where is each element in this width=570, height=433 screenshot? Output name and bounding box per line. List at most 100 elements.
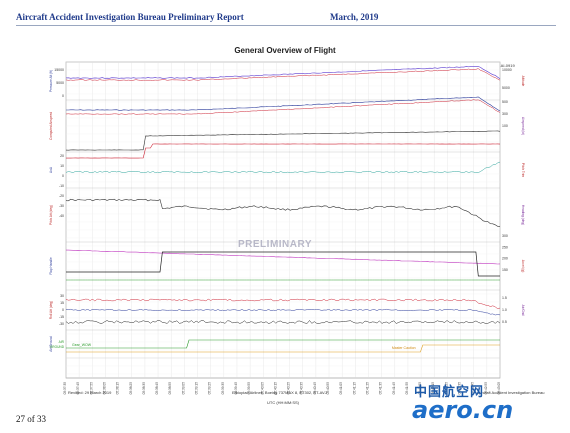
- left-tick-roll: 15: [60, 301, 64, 305]
- left-tick-pitch: 10: [60, 164, 64, 168]
- time-tick-label: 05:37:45: [76, 382, 80, 395]
- time-tick-label: 05:40:45: [313, 382, 317, 395]
- time-tick-label: 05:39:15: [195, 382, 199, 395]
- flight-data-plot: 05:37:35 05:37:45 05:37:55 05:38:05 05:38:15…: [49, 61, 525, 405]
- time-tick-label: 05:39:35: [221, 382, 225, 395]
- time-tick-label: 05:38:15: [116, 382, 120, 395]
- right-panel-label: Air/Gnd: [521, 305, 525, 316]
- annotation-air: AIR: [59, 340, 65, 344]
- x-axis-label: UTC (HH:MM:SS): [267, 400, 300, 405]
- trace-airspeed-1: [66, 96, 501, 112]
- right-tick-accel: 1.5: [502, 296, 507, 300]
- left-tick-roll: 30: [60, 294, 64, 298]
- left-tick-pitch: 20: [60, 154, 64, 158]
- annotation-master-caution: Master Caution: [392, 346, 416, 350]
- time-tick-label: 05:38:55: [168, 382, 172, 395]
- time-tick-label: 05:39:55: [247, 382, 251, 395]
- left-panel-label: Computed Airspeed: [49, 112, 53, 140]
- time-tick-label: 05:38:45: [155, 382, 159, 395]
- trace-pitch-trim: [65, 161, 501, 173]
- right-tick-alt: 5000: [502, 86, 510, 90]
- trace-airspeed-2: [65, 99, 501, 115]
- time-tick-label: 05:41:05: [339, 382, 343, 395]
- right-panel-label: Altitude: [521, 76, 525, 87]
- left-tick-pitch: 0: [62, 174, 64, 178]
- time-tick-label: 05:40:35: [300, 382, 304, 395]
- time-tick-label: 05:37:35: [63, 382, 67, 395]
- left-panel-label: AoA: [49, 166, 53, 173]
- page-number: 27 of 33: [16, 414, 46, 424]
- left-tick-pitch: -40: [59, 214, 64, 218]
- trace-accel: [65, 320, 501, 324]
- left-panel-label: Roll Att (deg): [49, 301, 53, 319]
- trace-altitude-2: [65, 68, 501, 81]
- left-tick-pitch: -10: [59, 184, 64, 188]
- left-tick-pitch: -30: [59, 204, 64, 208]
- time-tick-label: 05:42:35: [458, 382, 462, 395]
- right-panel-label: Accel (g): [521, 260, 525, 273]
- time-tick-label: 05:40:25: [287, 382, 291, 395]
- time-tick-label: 05:42:15: [431, 382, 435, 395]
- time-tick-label: 05:38:35: [142, 382, 146, 395]
- right-tick-speed: 500: [502, 100, 508, 104]
- right-tick-heading: 250: [502, 245, 508, 249]
- time-tick-label: 05:41:25: [365, 382, 369, 395]
- left-panel-label: Pitch Att (deg): [49, 205, 53, 225]
- right-panel-label: Pitch Trim: [521, 163, 525, 178]
- left-tick-alt: 15000: [54, 68, 64, 72]
- time-tick-label: 05:40:15: [273, 382, 277, 395]
- time-tick-label: 05:41:45: [392, 382, 396, 395]
- time-tick-label: 05:39:05: [181, 382, 185, 395]
- preliminary-watermark: PRELIMINARY: [238, 239, 313, 250]
- figure-footer-left: Revised: 29 March 2019: [68, 390, 112, 395]
- right-panel-label: Airspeed (kt): [521, 117, 525, 135]
- time-tick-label: 05:42:25: [444, 382, 448, 395]
- left-tick-alt: 5000: [56, 81, 64, 85]
- time-tick-label: 05:41:15: [352, 382, 356, 395]
- time-tick-label: 05:37:55: [89, 382, 93, 395]
- figure-title: General Overview of Flight: [234, 46, 336, 55]
- right-tick-alt: 10000: [502, 68, 512, 72]
- time-tick-label: 05:41:35: [379, 382, 383, 395]
- left-tick-alt: 0: [62, 94, 64, 98]
- trace-stick-shaker: [65, 143, 501, 159]
- time-tick-label: 05:39:45: [234, 382, 238, 395]
- right-tick-heading: 200: [502, 257, 508, 261]
- right-tick-speed: 300: [502, 112, 508, 116]
- time-tick-label: 05:42:45: [471, 382, 475, 395]
- right-tick-heading: 300: [502, 234, 508, 238]
- trace-master-caution: [66, 344, 500, 353]
- time-tick-label: 05:39:25: [208, 382, 212, 395]
- trace-flap: [66, 251, 500, 277]
- right-tick-speed: 100: [502, 124, 508, 128]
- trace-air-ground: [66, 339, 500, 349]
- time-tick-label: 05:38:25: [129, 382, 133, 395]
- site-watermark-logo: aero.cn: [412, 396, 514, 424]
- left-tick-roll: -30: [59, 322, 64, 326]
- report-header-title: Aircraft Accident Investigation Bureau P…: [16, 12, 244, 22]
- left-tick-pitch: -20: [59, 194, 64, 198]
- trace-pitch-att: [65, 198, 501, 227]
- left-tick-roll: 0: [62, 308, 64, 312]
- trace-altitude-1: [65, 66, 501, 79]
- right-panel-label: Heading (deg): [521, 205, 525, 225]
- time-tick-label: 05:42:55: [484, 382, 488, 395]
- site-watermark-cn: 中国航空网: [414, 384, 485, 399]
- trace-roll-1: [65, 298, 501, 309]
- annotation-ground: GROUND: [50, 345, 65, 349]
- figure-footer-center: Ethiopian Airlines, Boeing 737MAX 8, ET3…: [232, 390, 327, 395]
- trace-roll-2: [65, 308, 501, 316]
- time-tick-label: 05:40:05: [260, 382, 264, 395]
- left-tick-roll: -15: [59, 315, 64, 319]
- time-tick-label: 05:40:55: [326, 382, 330, 395]
- trace-aoa: [65, 130, 501, 151]
- right-tick-heading: 150: [502, 268, 508, 272]
- trace-heading: [66, 249, 501, 265]
- left-panel-label: Pressure Alt (ft): [49, 70, 53, 92]
- left-panel-label: Air/Ground: [49, 336, 53, 352]
- right-tick-accel: 0.5: [502, 320, 507, 324]
- figure-footer-right: Aircraft Accident Investigation Bureau: [478, 390, 545, 395]
- report-header-date: March, 2019: [330, 12, 379, 22]
- left-panel-label: Flap Handle: [49, 257, 53, 274]
- time-tick-label: 05:42:05: [418, 382, 422, 395]
